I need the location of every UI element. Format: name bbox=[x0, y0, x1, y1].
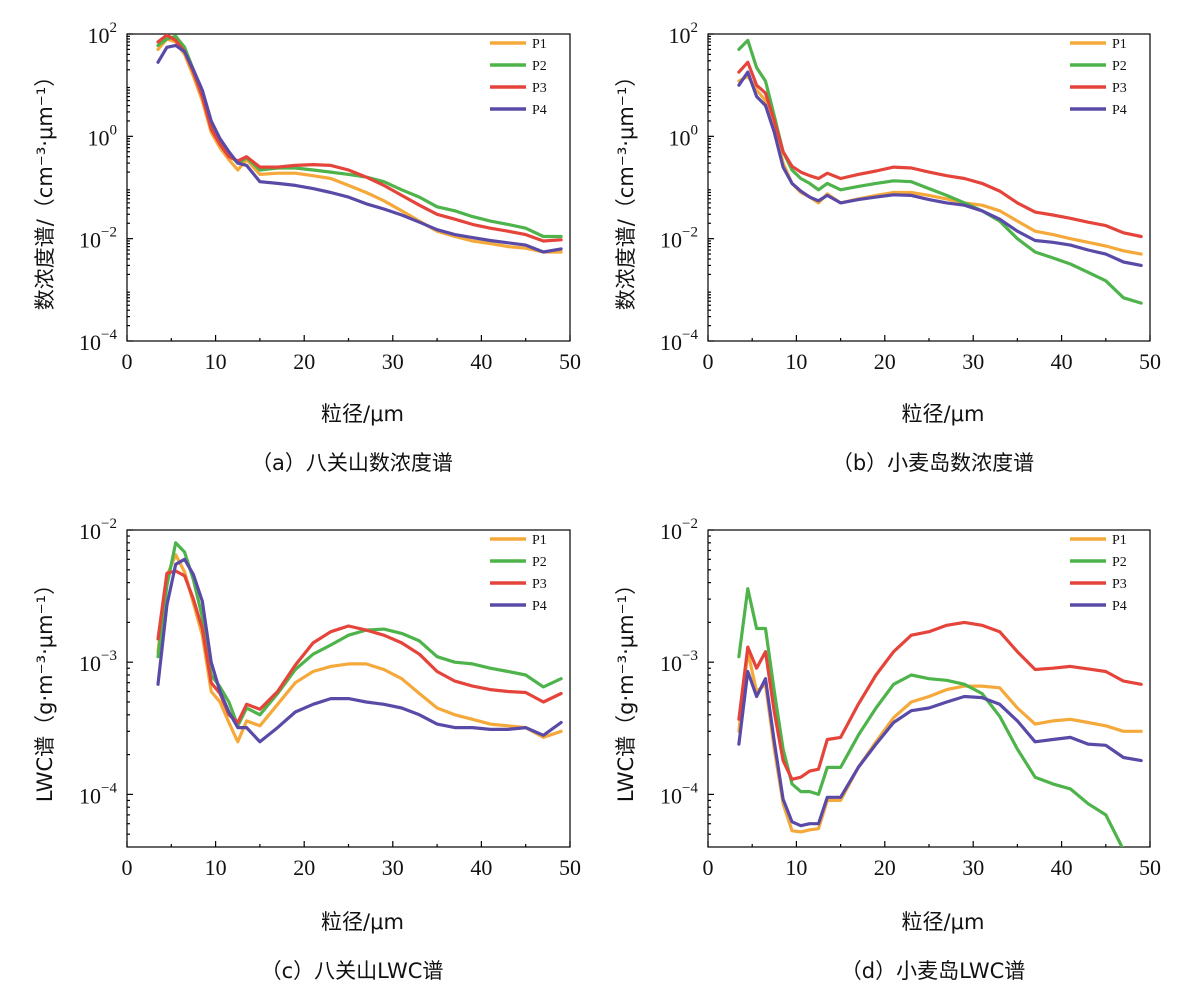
y-tick-label: 10−3 bbox=[79, 648, 117, 676]
y-tick-label: 10−2 bbox=[79, 225, 117, 253]
x-tick-label: 10 bbox=[785, 855, 807, 880]
y-axis-title: LWC谱（g·m⁻³·μm⁻¹） bbox=[614, 574, 638, 802]
legend-label-p1: P1 bbox=[1112, 533, 1127, 548]
x-tick-label: 50 bbox=[1139, 855, 1161, 880]
legend-label-p2: P2 bbox=[1112, 59, 1127, 74]
x-tick-label: 40 bbox=[470, 349, 492, 374]
legend-label-p4: P4 bbox=[532, 599, 547, 614]
x-tick-label: 50 bbox=[559, 855, 581, 880]
x-tick-label: 30 bbox=[382, 349, 404, 374]
y-tick-label: 10−2 bbox=[660, 225, 698, 253]
series-line-p1 bbox=[737, 74, 1143, 256]
y-axis-title: LWC谱（g·m⁻³·μm⁻¹） bbox=[33, 574, 57, 802]
series-group bbox=[156, 541, 563, 744]
y-tick-label: 102 bbox=[669, 20, 699, 48]
y-tick-label: 100 bbox=[88, 122, 118, 150]
panel-a: 0 10 20 30 40 50 102 100 10−2 10−4 粒径/μm 数浓度谱/（cm⁻³… bbox=[33, 20, 581, 475]
legend-label-p1: P1 bbox=[532, 37, 547, 52]
x-axis-title: 粒径/μm bbox=[321, 910, 404, 934]
x-tick-label: 0 bbox=[122, 855, 133, 880]
y-tick-label: 10−4 bbox=[660, 327, 698, 355]
x-tick-label: 50 bbox=[1139, 349, 1161, 374]
x-tick-label: 0 bbox=[703, 855, 714, 880]
series-line-p3 bbox=[156, 34, 563, 243]
legend: P1 P2 P3 P4 bbox=[1070, 533, 1127, 614]
y-axis-title: 数浓度谱/（cm⁻³·μm⁻¹） bbox=[33, 66, 57, 311]
legend-label-p1: P1 bbox=[532, 533, 547, 548]
series-line-p3 bbox=[737, 620, 1143, 781]
series-line-p2 bbox=[737, 587, 1124, 847]
series-group bbox=[737, 587, 1143, 847]
y-axis-title: 数浓度谱/（cm⁻³·μm⁻¹） bbox=[614, 66, 638, 311]
x-tick-label: 30 bbox=[962, 855, 984, 880]
panel-caption: （a）八关山数浓度谱 bbox=[251, 451, 453, 475]
x-tick-label: 50 bbox=[559, 349, 581, 374]
x-tick-label: 20 bbox=[293, 349, 315, 374]
legend-label-p3: P3 bbox=[532, 577, 547, 592]
legend-label-p1: P1 bbox=[1112, 37, 1127, 52]
legend-label-p3: P3 bbox=[1112, 81, 1127, 96]
legend-label-p2: P2 bbox=[532, 59, 547, 74]
x-tick-label: 0 bbox=[703, 349, 714, 374]
y-tick-label: 10−2 bbox=[79, 516, 117, 544]
series-group bbox=[737, 38, 1143, 305]
x-tick-label: 10 bbox=[205, 855, 227, 880]
legend-label-p4: P4 bbox=[532, 103, 547, 118]
series-line-p4 bbox=[156, 557, 563, 744]
series-line-p3 bbox=[737, 60, 1143, 239]
x-axis-title: 粒径/μm bbox=[902, 910, 985, 934]
series-line-p1 bbox=[156, 553, 563, 744]
x-tick-label: 20 bbox=[293, 855, 315, 880]
x-tick-label: 10 bbox=[205, 349, 227, 374]
y-tick-label: 10−3 bbox=[660, 648, 698, 676]
x-tick-label: 40 bbox=[470, 855, 492, 880]
x-tick-label: 20 bbox=[874, 349, 896, 374]
series-line-p4 bbox=[156, 43, 563, 254]
legend: P1 P2 P3 P4 bbox=[490, 533, 547, 614]
x-tick-label: 0 bbox=[122, 349, 133, 374]
x-tick-label: 10 bbox=[785, 349, 807, 374]
y-tick-label: 102 bbox=[88, 20, 118, 48]
legend-label-p4: P4 bbox=[1112, 103, 1127, 118]
x-axis-title: 粒径/μm bbox=[902, 402, 985, 426]
y-tick-label: 10−4 bbox=[79, 780, 117, 808]
x-tick-label: 30 bbox=[962, 349, 984, 374]
series-group bbox=[156, 34, 563, 254]
y-tick-label: 100 bbox=[669, 122, 699, 150]
series-line-p4 bbox=[737, 70, 1143, 267]
y-tick-label: 10−2 bbox=[660, 516, 698, 544]
panel-caption: （b）小麦岛数浓度谱 bbox=[832, 451, 1034, 475]
panel-b: 0 10 20 30 40 50 102 100 10−2 10−4 粒径/μm 数浓度谱/（cm⁻³… bbox=[614, 20, 1161, 475]
x-axis-title: 粒径/μm bbox=[321, 402, 404, 426]
legend: P1 P2 P3 P4 bbox=[1070, 37, 1127, 118]
y-tick-label: 10−4 bbox=[660, 780, 698, 808]
legend-label-p4: P4 bbox=[1112, 599, 1127, 614]
legend-label-p2: P2 bbox=[532, 555, 547, 570]
legend-label-p2: P2 bbox=[1112, 555, 1127, 570]
series-line-p1 bbox=[156, 37, 563, 254]
legend-label-p3: P3 bbox=[532, 81, 547, 96]
series-line-p2 bbox=[156, 541, 563, 728]
y-tick-label: 10−4 bbox=[79, 327, 117, 355]
panel-caption: （c）八关山LWC谱 bbox=[261, 959, 444, 983]
legend-label-p3: P3 bbox=[1112, 577, 1127, 592]
x-tick-label: 30 bbox=[382, 855, 404, 880]
panel-c: 0 10 20 30 40 50 10−2 10−3 10−4 粒径/μm LWC谱（g·m⁻³·μ… bbox=[33, 516, 581, 983]
x-tick-label: 40 bbox=[1051, 349, 1073, 374]
series-line-p3 bbox=[156, 569, 563, 725]
legend: P1 P2 P3 P4 bbox=[490, 37, 547, 118]
series-line-p4 bbox=[737, 669, 1143, 828]
panel-caption: （d）小麦岛LWC谱 bbox=[841, 959, 1026, 983]
x-tick-label: 40 bbox=[1051, 855, 1073, 880]
panel-d: 0 10 20 30 40 50 10−2 10−3 10−4 粒径/μm LWC谱（g·m⁻³·μ… bbox=[614, 516, 1161, 983]
x-tick-label: 20 bbox=[874, 855, 896, 880]
